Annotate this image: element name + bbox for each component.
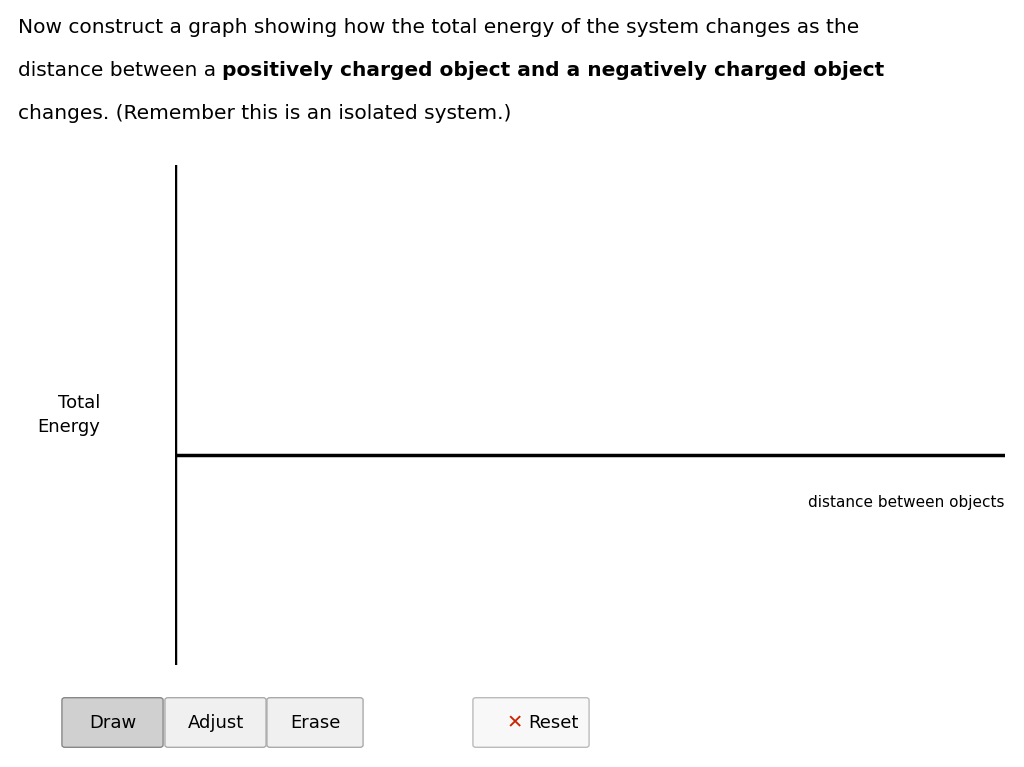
Text: Adjust: Adjust: [187, 713, 244, 732]
Text: Total
Energy: Total Energy: [38, 394, 100, 436]
Text: Draw: Draw: [89, 713, 136, 732]
Text: distance between a: distance between a: [18, 61, 222, 80]
Text: changes. (Remember this is an isolated system.): changes. (Remember this is an isolated s…: [18, 104, 511, 123]
Text: Reset: Reset: [528, 713, 579, 732]
Text: positively charged object and a negatively charged object: positively charged object and a negative…: [222, 61, 885, 80]
Text: Now construct a graph showing how the total energy of the system changes as the: Now construct a graph showing how the to…: [18, 18, 859, 37]
Text: Erase: Erase: [290, 713, 340, 732]
Text: ✕: ✕: [507, 713, 523, 732]
Text: distance between objects: distance between objects: [809, 495, 1005, 510]
